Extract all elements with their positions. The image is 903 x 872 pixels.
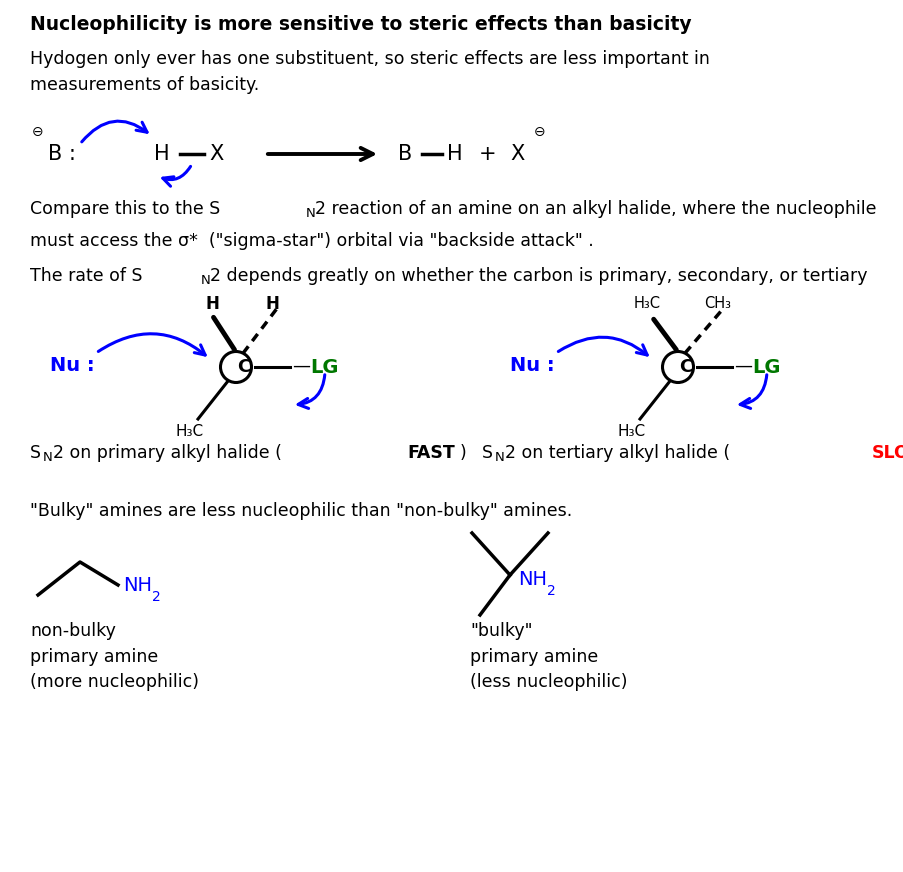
Text: S: S	[30, 444, 41, 462]
Text: 2: 2	[547, 584, 555, 598]
Text: LG: LG	[310, 358, 338, 377]
Text: 2 reaction of an amine on an alkyl halide, where the nucleophile: 2 reaction of an amine on an alkyl halid…	[315, 200, 876, 218]
Text: H₃C: H₃C	[176, 424, 204, 439]
Text: Hydogen only ever has one substituent, so steric effects are less important in
m: Hydogen only ever has one substituent, s…	[30, 50, 709, 94]
Text: B :: B :	[48, 144, 76, 164]
Text: 2: 2	[153, 590, 161, 604]
Text: "Bulky" amines are less nucleophilic than "non-bulky" amines.: "Bulky" amines are less nucleophilic tha…	[30, 502, 572, 520]
Text: 2 depends greatly on whether the carbon is primary, secondary, or tertiary: 2 depends greatly on whether the carbon …	[209, 267, 867, 285]
Text: SLOW: SLOW	[871, 444, 903, 462]
Text: X: X	[209, 144, 224, 164]
Text: H: H	[205, 295, 219, 313]
Text: Nu :: Nu :	[50, 356, 95, 374]
Text: must access the σ*  ("sigma-star") orbital via "backside attack" .: must access the σ* ("sigma-star") orbita…	[30, 232, 593, 250]
Text: The rate of S: The rate of S	[30, 267, 143, 285]
Text: —: —	[733, 357, 751, 375]
Text: N: N	[43, 451, 52, 464]
Text: B: B	[397, 144, 412, 164]
Text: +: +	[479, 144, 497, 164]
Text: Nu :: Nu :	[509, 356, 554, 374]
Text: NH: NH	[517, 569, 546, 589]
Text: Nucleophilicity is more sensitive to steric effects than basicity: Nucleophilicity is more sensitive to ste…	[30, 15, 691, 34]
Text: N: N	[200, 274, 210, 287]
Text: CH₃: CH₃	[703, 296, 731, 310]
Text: C: C	[237, 358, 250, 376]
Text: ⊖: ⊖	[33, 125, 43, 139]
Text: 2 on primary alkyl halide (: 2 on primary alkyl halide (	[52, 444, 281, 462]
Text: H: H	[265, 295, 279, 313]
Text: ⊖: ⊖	[534, 125, 545, 139]
Text: NH: NH	[123, 576, 152, 595]
Text: H₃C: H₃C	[633, 296, 660, 310]
Text: X: X	[510, 144, 525, 164]
Text: FAST: FAST	[406, 444, 454, 462]
Text: H₃C: H₃C	[618, 424, 646, 439]
Text: Compare this to the S: Compare this to the S	[30, 200, 220, 218]
Text: "bulky"
primary amine
(less nucleophilic): "bulky" primary amine (less nucleophilic…	[470, 622, 627, 691]
Text: 2 on tertiary alkyl halide (: 2 on tertiary alkyl halide (	[504, 444, 729, 462]
Text: ): )	[459, 444, 466, 462]
Text: C: C	[679, 358, 692, 376]
Text: non-bulky
primary amine
(more nucleophilic): non-bulky primary amine (more nucleophil…	[30, 622, 199, 691]
Text: H: H	[154, 144, 170, 164]
Text: —: —	[292, 357, 310, 375]
Text: H: H	[447, 144, 462, 164]
Text: N: N	[495, 451, 504, 464]
Text: LG: LG	[751, 358, 779, 377]
Text: S: S	[481, 444, 492, 462]
Text: N: N	[305, 207, 315, 220]
